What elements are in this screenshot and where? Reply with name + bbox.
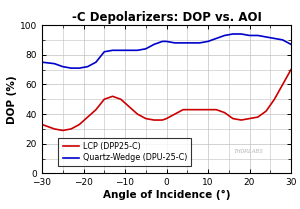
LCP (DPP25-C) [144,117,148,120]
Legend: LCP (DPP25-C), Quartz-Wedge (DPU-25-C): LCP (DPP25-C), Quartz-Wedge (DPU-25-C) [58,138,191,167]
Quartz-Wedge (DPU-25-C) [190,42,193,44]
LCP (DPP25-C) [52,128,56,130]
Quartz-Wedge (DPU-25-C) [273,37,276,40]
Quartz-Wedge (DPU-25-C) [40,61,44,64]
Quartz-Wedge (DPU-25-C) [223,34,226,37]
LCP (DPP25-C) [239,119,243,121]
LCP (DPP25-C) [136,113,139,115]
LCP (DPP25-C) [128,106,131,108]
LCP (DPP25-C) [69,128,73,130]
LCP (DPP25-C) [223,111,226,114]
Quartz-Wedge (DPU-25-C) [144,48,148,50]
Line: Quartz-Wedge (DPU-25-C): Quartz-Wedge (DPU-25-C) [42,34,291,68]
LCP (DPP25-C) [77,123,81,126]
Text: THORLABS: THORLABS [234,149,264,154]
Quartz-Wedge (DPU-25-C) [239,33,243,35]
X-axis label: Angle of Incidence (°): Angle of Incidence (°) [103,190,230,200]
Quartz-Wedge (DPU-25-C) [281,39,284,41]
Quartz-Wedge (DPU-25-C) [128,49,131,52]
Quartz-Wedge (DPU-25-C) [86,65,89,68]
Quartz-Wedge (DPU-25-C) [173,42,177,44]
LCP (DPP25-C) [111,95,114,98]
Quartz-Wedge (DPU-25-C) [181,42,185,44]
Quartz-Wedge (DPU-25-C) [136,49,139,52]
LCP (DPP25-C) [248,117,251,120]
LCP (DPP25-C) [289,68,293,71]
LCP (DPP25-C) [190,108,193,111]
Quartz-Wedge (DPU-25-C) [264,36,268,38]
Quartz-Wedge (DPU-25-C) [152,43,156,46]
LCP (DPP25-C) [119,98,123,101]
Quartz-Wedge (DPU-25-C) [111,49,114,52]
Quartz-Wedge (DPU-25-C) [103,51,106,53]
Quartz-Wedge (DPU-25-C) [94,61,98,64]
Quartz-Wedge (DPU-25-C) [248,34,251,37]
Quartz-Wedge (DPU-25-C) [231,33,235,35]
LCP (DPP25-C) [281,83,284,86]
Quartz-Wedge (DPU-25-C) [69,67,73,69]
LCP (DPP25-C) [198,108,202,111]
LCP (DPP25-C) [214,108,218,111]
LCP (DPP25-C) [206,108,210,111]
Quartz-Wedge (DPU-25-C) [77,67,81,69]
Quartz-Wedge (DPU-25-C) [52,62,56,65]
Quartz-Wedge (DPU-25-C) [160,40,164,43]
LCP (DPP25-C) [40,123,44,126]
LCP (DPP25-C) [231,117,235,120]
LCP (DPP25-C) [256,116,260,118]
LCP (DPP25-C) [181,108,185,111]
LCP (DPP25-C) [61,129,64,132]
LCP (DPP25-C) [273,98,276,101]
LCP (DPP25-C) [173,113,177,115]
Y-axis label: DOP (%): DOP (%) [7,75,17,124]
LCP (DPP25-C) [94,108,98,111]
Quartz-Wedge (DPU-25-C) [256,34,260,37]
LCP (DPP25-C) [160,119,164,121]
Quartz-Wedge (DPU-25-C) [289,43,293,46]
LCP (DPP25-C) [86,116,89,118]
Quartz-Wedge (DPU-25-C) [165,40,168,43]
LCP (DPP25-C) [152,119,156,121]
Quartz-Wedge (DPU-25-C) [61,65,64,68]
LCP (DPP25-C) [165,117,168,120]
LCP (DPP25-C) [264,110,268,112]
Title: -C Depolarizers: DOP vs. AOI: -C Depolarizers: DOP vs. AOI [72,11,261,24]
LCP (DPP25-C) [103,98,106,101]
Quartz-Wedge (DPU-25-C) [119,49,123,52]
Quartz-Wedge (DPU-25-C) [214,37,218,40]
Line: LCP (DPP25-C): LCP (DPP25-C) [42,70,291,130]
Quartz-Wedge (DPU-25-C) [198,42,202,44]
Quartz-Wedge (DPU-25-C) [206,40,210,43]
